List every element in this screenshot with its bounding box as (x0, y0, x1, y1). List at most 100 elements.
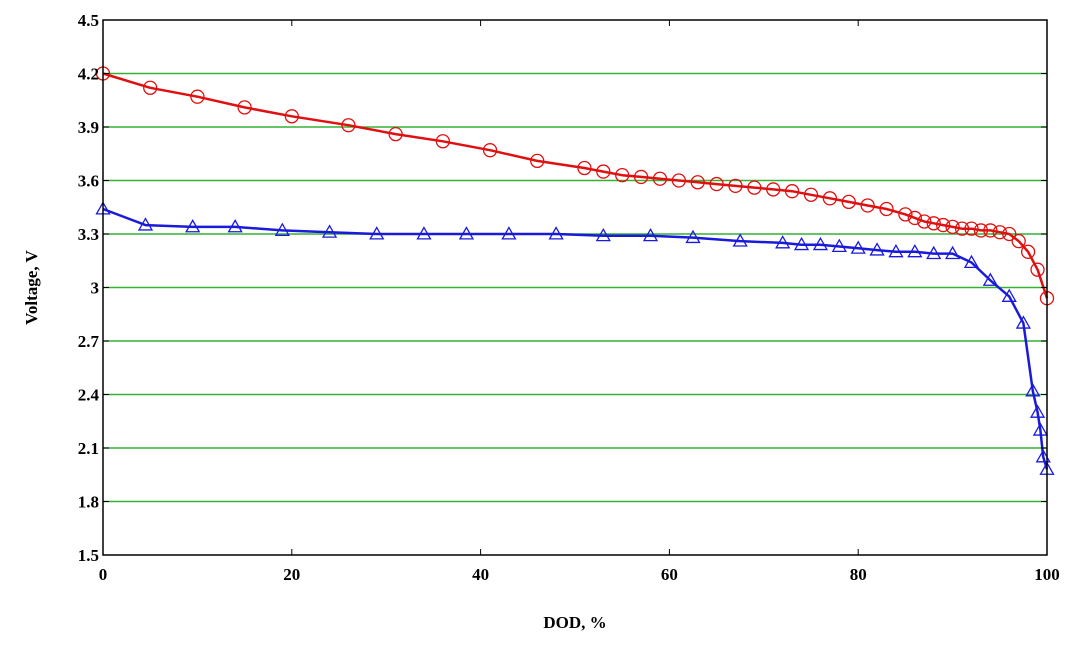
x-tick-label: 20 (283, 565, 300, 584)
data-point (577, 160, 592, 176)
data-point (803, 187, 819, 202)
data-point (501, 226, 517, 240)
data-point (775, 235, 791, 249)
series-1 (95, 66, 1055, 306)
data-point (671, 173, 686, 188)
y-tick-label: 4.2 (78, 65, 99, 84)
data-point (766, 182, 781, 197)
y-tick-label: 2.7 (78, 332, 100, 351)
y-axis-label: Voltage, V (22, 249, 41, 324)
data-point (831, 238, 847, 253)
data-point (435, 134, 450, 149)
data-point (1025, 383, 1041, 397)
data-point (1029, 404, 1046, 418)
data-point (530, 153, 545, 169)
data-point (137, 217, 154, 231)
data-point (869, 242, 885, 256)
x-tick-label: 0 (99, 565, 108, 584)
y-tick-label: 1.8 (78, 493, 99, 512)
data-point (963, 254, 980, 269)
data-point (1030, 262, 1045, 277)
data-point (596, 164, 611, 179)
data-point (274, 222, 290, 236)
data-point (482, 143, 498, 158)
data-point (595, 227, 611, 242)
data-point (973, 223, 989, 238)
x-tick-label: 40 (472, 565, 489, 584)
series-line (102, 207, 1049, 470)
data-point (284, 109, 299, 124)
data-point (190, 89, 205, 104)
data-point (548, 226, 564, 240)
data-point (822, 191, 838, 206)
data-point (143, 80, 158, 95)
data-point (898, 207, 913, 222)
series-group (95, 66, 1055, 475)
data-point (341, 118, 356, 133)
data-point (812, 236, 829, 251)
data-point (793, 236, 810, 251)
y-tick-label: 3.6 (78, 172, 99, 191)
data-point (926, 216, 941, 231)
data-point (860, 198, 875, 213)
data-point (747, 180, 762, 195)
data-point (841, 194, 856, 210)
y-axis-ticks: 1.5 1.8 2.1 2.4 2.7 3 3.3 3.6 3.9 4.2 4.5 (78, 11, 1047, 565)
data-point (907, 244, 923, 258)
data-point (1015, 315, 1032, 329)
data-point (1011, 233, 1026, 249)
data-point (992, 225, 1007, 240)
y-tick-label: 1.5 (78, 546, 99, 565)
y-tick-label: 2.4 (78, 386, 100, 405)
data-point (633, 169, 649, 185)
x-axis-label: DOD, % (543, 613, 606, 632)
data-point (926, 245, 942, 260)
data-point (321, 224, 338, 238)
y-tick-label: 3.9 (78, 118, 99, 137)
data-point (954, 221, 970, 236)
data-point (1002, 226, 1017, 242)
data-point (416, 226, 432, 240)
data-point (685, 229, 701, 244)
data-point (936, 217, 951, 233)
y-tick-label: 3.3 (78, 225, 99, 244)
data-point (879, 201, 894, 217)
x-tick-label: 60 (661, 565, 678, 584)
data-point (185, 219, 201, 233)
data-point (615, 167, 630, 183)
x-tick-label: 100 (1034, 565, 1060, 584)
grid-lines (103, 72, 1047, 503)
data-point (227, 219, 243, 233)
data-point (690, 175, 705, 190)
data-point (917, 214, 932, 229)
series-line (102, 72, 1049, 299)
data-point (964, 221, 979, 236)
data-point (944, 245, 961, 260)
data-point (983, 223, 998, 238)
data-point (888, 244, 904, 258)
series-2 (95, 201, 1055, 475)
data-point (728, 178, 743, 194)
data-point (652, 171, 668, 186)
data-point (1001, 288, 1017, 302)
x-axis-ticks: 0 20 40 60 80 100 (99, 20, 1060, 584)
y-tick-label: 3 (91, 279, 100, 298)
data-point (709, 176, 724, 192)
data-point (850, 240, 866, 254)
data-point (732, 233, 748, 247)
data-point (458, 226, 475, 240)
data-point (945, 219, 960, 235)
x-tick-label: 80 (850, 565, 867, 584)
data-point (1032, 422, 1049, 436)
data-point (388, 126, 403, 142)
data-point (642, 227, 659, 242)
data-point (237, 100, 252, 115)
data-point (907, 210, 922, 226)
data-point (784, 184, 800, 199)
y-tick-label: 4.5 (78, 11, 99, 30)
y-tick-label: 2.1 (78, 439, 99, 458)
data-point (369, 226, 385, 240)
data-point (982, 272, 998, 286)
